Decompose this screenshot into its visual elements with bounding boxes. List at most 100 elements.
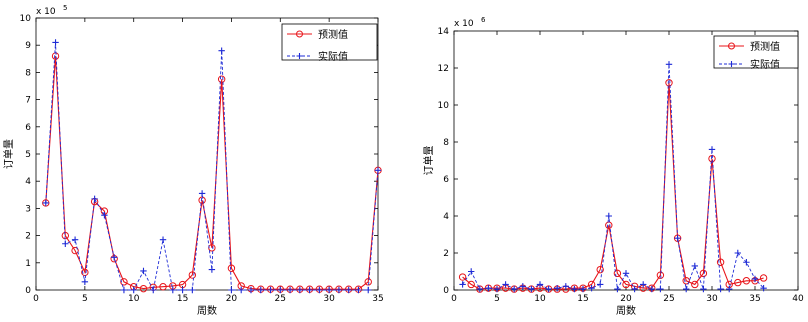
- data-point-actual: [691, 262, 698, 270]
- y-tick-label: 6: [25, 123, 31, 133]
- y-tick-label: 12: [438, 64, 449, 74]
- x-tick-label: 10: [128, 294, 140, 304]
- data-point-actual: [511, 285, 518, 293]
- x-tick-label: 0: [451, 294, 457, 304]
- data-point-actual: [189, 286, 196, 294]
- data-point-actual: [588, 284, 595, 292]
- x-axis-label: 周数: [197, 304, 217, 317]
- data-point-actual: [81, 278, 89, 286]
- data-point-actual: [52, 39, 59, 46]
- y-tick-label: 9: [25, 41, 31, 51]
- x-tick-label: 10: [534, 294, 546, 304]
- legend-box: [713, 35, 799, 69]
- data-point-predicted: [605, 221, 613, 229]
- y-tick-label: 0: [25, 286, 31, 296]
- y-tick-label: 3: [25, 204, 31, 214]
- y-tick-label: 10: [20, 14, 32, 24]
- x-tick-label: 15: [577, 294, 588, 304]
- data-point-actual: [605, 212, 612, 220]
- y-axis-label: 订单量: [423, 146, 435, 176]
- data-point-actual: [459, 281, 466, 288]
- data-point-actual: [493, 285, 501, 293]
- data-point-actual: [571, 285, 578, 293]
- data-point-predicted: [613, 269, 622, 278]
- data-point-actual: [657, 285, 664, 293]
- data-point-predicted: [699, 269, 708, 278]
- data-point-actual: [208, 266, 216, 273]
- legend-marker-circle: [728, 42, 735, 50]
- data-point-actual: [325, 286, 333, 294]
- data-point-actual: [476, 285, 483, 293]
- data-point-actual: [257, 286, 264, 294]
- data-point-predicted: [139, 284, 148, 293]
- data-point-predicted: [734, 278, 742, 287]
- y-tick-label: 1: [25, 259, 31, 269]
- data-point-predicted: [622, 280, 630, 289]
- y-tick-label: 14: [438, 27, 450, 37]
- y-tick-label: 7: [25, 96, 31, 106]
- data-point-actual: [218, 47, 225, 54]
- data-point-actual: [247, 286, 255, 294]
- legend-label: 实际值: [318, 50, 348, 63]
- data-point-actual: [42, 199, 49, 207]
- data-point-predicted: [759, 274, 768, 282]
- y-tick-label: 4: [443, 212, 449, 222]
- legend-label: 预测值: [318, 28, 348, 41]
- data-point-actual: [71, 236, 79, 243]
- data-point-actual: [528, 285, 535, 293]
- data-point-actual: [708, 146, 716, 153]
- data-point-predicted: [665, 79, 673, 87]
- y-tick-label: 6: [443, 175, 449, 185]
- data-point-predicted: [81, 268, 89, 277]
- data-point-predicted: [188, 271, 197, 279]
- data-point-actual: [760, 284, 767, 292]
- data-point-actual: [502, 281, 509, 288]
- data-point-predicted: [217, 75, 226, 83]
- x-tick-label: 20: [620, 294, 632, 304]
- data-point-actual: [286, 286, 294, 294]
- y-tick-label: 4: [25, 177, 31, 187]
- y-exponent-label: x 10: [36, 7, 56, 17]
- x-tick-label: 20: [226, 294, 238, 304]
- legend-label: 预测值: [750, 40, 780, 53]
- y-tick-label: 0: [443, 286, 449, 296]
- data-point-actual: [631, 285, 638, 293]
- data-point-predicted: [71, 246, 79, 255]
- data-point-predicted: [198, 196, 206, 204]
- data-point-predicted: [227, 264, 236, 272]
- plot-frame: [453, 30, 799, 291]
- data-point-actual: [622, 270, 630, 277]
- data-point-predicted: [742, 277, 751, 285]
- data-point-actual: [296, 286, 304, 294]
- data-point-predicted: [691, 280, 699, 289]
- data-point-predicted: [682, 277, 690, 285]
- data-point-actual: [648, 285, 655, 293]
- data-point-actual: [62, 240, 69, 247]
- x-tick-label: 30: [323, 294, 335, 304]
- legend-marker-circle: [296, 30, 303, 38]
- data-point-predicted: [159, 283, 167, 291]
- data-point-actual: [355, 286, 362, 294]
- x-axis-label: 周数: [616, 304, 636, 317]
- data-point-actual: [365, 286, 372, 294]
- legend-box: [281, 23, 378, 61]
- x-tick-label: 40: [792, 294, 804, 304]
- data-point-actual: [179, 286, 186, 294]
- x-tick-label: 5: [82, 294, 88, 304]
- data-point-predicted: [467, 280, 475, 289]
- x-tick-label: 15: [177, 294, 188, 304]
- data-point-actual: [277, 286, 284, 294]
- data-point-actual: [674, 235, 681, 242]
- data-point-actual: [101, 212, 108, 219]
- data-point-actual: [374, 167, 382, 174]
- data-point-actual: [228, 286, 235, 294]
- data-point-actual: [159, 236, 167, 243]
- data-point-actual: [335, 286, 343, 294]
- y-tick-label: 2: [25, 232, 31, 242]
- plot-frame: [35, 17, 379, 291]
- data-point-actual: [140, 267, 147, 275]
- data-point-predicted: [51, 52, 60, 60]
- data-point-actual: [316, 286, 323, 294]
- x-tick-label: 25: [663, 294, 674, 304]
